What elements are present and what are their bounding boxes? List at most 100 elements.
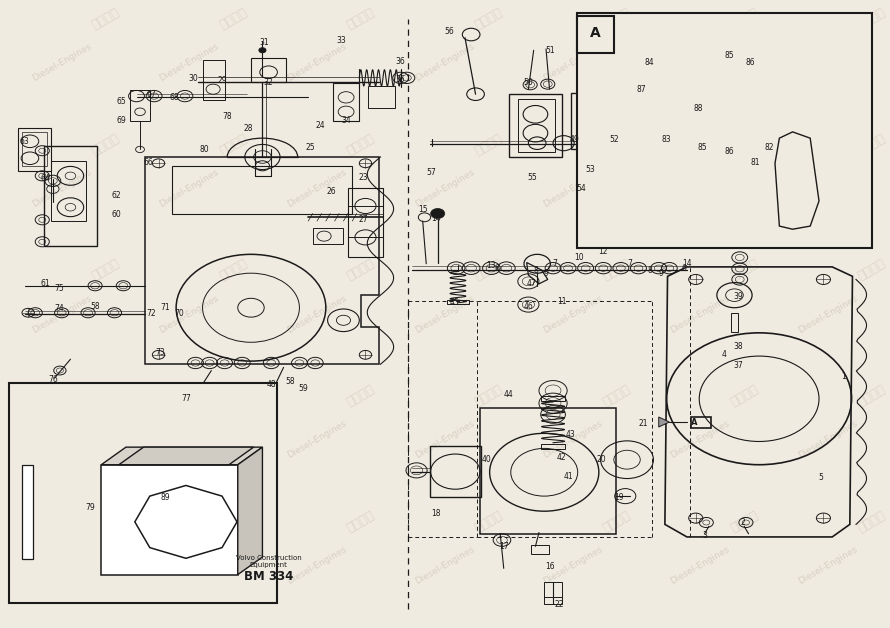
Text: 40: 40 xyxy=(481,455,491,464)
Text: Diesel-Engines: Diesel-Engines xyxy=(414,168,476,209)
Text: 47: 47 xyxy=(527,279,537,288)
Text: 51: 51 xyxy=(546,46,555,55)
Text: 32: 32 xyxy=(263,78,272,87)
Bar xyxy=(541,444,565,449)
Text: 柴发动力: 柴发动力 xyxy=(344,257,377,283)
Text: 26: 26 xyxy=(327,187,336,196)
Bar xyxy=(18,128,51,171)
Text: 5: 5 xyxy=(818,473,823,482)
Text: Diesel-Engines: Diesel-Engines xyxy=(797,168,859,209)
Text: Diesel-Engines: Diesel-Engines xyxy=(158,168,221,209)
Bar xyxy=(348,188,383,257)
Text: 19: 19 xyxy=(614,493,624,502)
Text: 80: 80 xyxy=(199,145,209,154)
Text: 61: 61 xyxy=(41,279,51,288)
Text: 39: 39 xyxy=(733,292,743,301)
Text: 75: 75 xyxy=(54,284,64,293)
Text: Diesel-Engines: Diesel-Engines xyxy=(286,419,348,460)
Text: 柴发动力: 柴发动力 xyxy=(728,508,760,534)
Text: 86: 86 xyxy=(746,58,755,67)
Text: 78: 78 xyxy=(222,112,232,121)
Text: Diesel-Engines: Diesel-Engines xyxy=(414,42,476,84)
Text: 77: 77 xyxy=(182,394,191,403)
Text: 72: 72 xyxy=(147,310,157,318)
Text: 柴发动力: 柴发动力 xyxy=(473,6,505,32)
Text: 8: 8 xyxy=(648,266,652,274)
Text: 柴发动力: 柴发动力 xyxy=(728,382,760,409)
Text: Diesel-Engines: Diesel-Engines xyxy=(541,168,603,209)
Text: 87: 87 xyxy=(636,85,646,94)
Text: 18: 18 xyxy=(431,509,441,518)
Bar xyxy=(570,93,608,149)
Text: 柴发动力: 柴发动力 xyxy=(855,382,888,409)
Text: 66: 66 xyxy=(143,158,153,166)
Text: 63: 63 xyxy=(20,137,29,146)
Polygon shape xyxy=(659,417,669,427)
Text: 14: 14 xyxy=(682,259,692,268)
Text: 57: 57 xyxy=(426,168,436,177)
Bar xyxy=(44,146,97,246)
Text: 21: 21 xyxy=(638,420,648,428)
Text: 86: 86 xyxy=(724,148,734,156)
Text: 2: 2 xyxy=(740,518,745,527)
Text: 10: 10 xyxy=(575,253,584,262)
Text: 36: 36 xyxy=(396,57,406,66)
Text: Diesel-Engines: Diesel-Engines xyxy=(797,293,859,335)
Text: 柴发动力: 柴发动力 xyxy=(728,131,760,158)
Bar xyxy=(577,13,872,248)
Text: 柴发动力: 柴发动力 xyxy=(600,508,633,534)
Text: 60: 60 xyxy=(111,210,121,219)
Text: 79: 79 xyxy=(85,503,94,512)
Text: 38: 38 xyxy=(733,342,743,351)
Text: Diesel-Engines: Diesel-Engines xyxy=(669,42,732,84)
Text: 62: 62 xyxy=(111,192,121,200)
Text: 16: 16 xyxy=(546,562,555,571)
Text: Diesel-Engines: Diesel-Engines xyxy=(30,293,93,335)
Text: Diesel-Engines: Diesel-Engines xyxy=(158,544,221,586)
Text: Diesel-Engines: Diesel-Engines xyxy=(30,42,93,84)
Text: 29: 29 xyxy=(218,76,228,85)
Text: 11: 11 xyxy=(557,297,567,306)
Text: 68: 68 xyxy=(170,93,179,102)
Text: 67: 67 xyxy=(147,90,157,99)
Bar xyxy=(480,408,617,534)
Text: Diesel-Engines: Diesel-Engines xyxy=(286,168,348,209)
Text: 88: 88 xyxy=(693,104,703,112)
Text: Diesel-Engines: Diesel-Engines xyxy=(286,544,348,586)
Polygon shape xyxy=(238,447,263,575)
Text: Diesel-Engines: Diesel-Engines xyxy=(286,293,348,335)
Text: 73: 73 xyxy=(156,349,166,357)
Text: 58: 58 xyxy=(90,302,100,311)
Text: 89: 89 xyxy=(161,493,170,502)
Text: Diesel-Engines: Diesel-Engines xyxy=(414,419,476,460)
Text: Diesel-Engines: Diesel-Engines xyxy=(797,544,859,586)
Text: 49: 49 xyxy=(570,135,579,144)
Text: 1: 1 xyxy=(841,372,846,381)
Bar xyxy=(448,300,468,304)
Text: 22: 22 xyxy=(554,600,564,609)
Text: 柴发动力: 柴发动力 xyxy=(728,6,760,32)
Text: 84: 84 xyxy=(644,58,654,67)
Text: 4: 4 xyxy=(722,350,726,359)
Text: 17: 17 xyxy=(499,542,508,551)
Text: Diesel-Engines: Diesel-Engines xyxy=(158,42,221,84)
Text: 柴发动力: 柴发动力 xyxy=(344,382,377,409)
Text: 70: 70 xyxy=(174,310,184,318)
Circle shape xyxy=(259,48,266,53)
Text: Volvo Construction: Volvo Construction xyxy=(236,555,302,561)
Text: 柴发动力: 柴发动力 xyxy=(600,6,633,32)
Bar xyxy=(22,465,33,559)
Text: 柴发动力: 柴发动力 xyxy=(855,131,888,158)
Text: Diesel-Engines: Diesel-Engines xyxy=(541,42,603,84)
Bar xyxy=(101,465,238,575)
Text: 柴发动力: 柴发动力 xyxy=(217,382,249,409)
Text: 柴发动力: 柴发动力 xyxy=(217,257,249,283)
Text: Diesel-Engines: Diesel-Engines xyxy=(286,42,348,84)
Text: Diesel-Engines: Diesel-Engines xyxy=(797,42,859,84)
Text: 柴发动力: 柴发动力 xyxy=(473,131,505,158)
Text: 柴发动力: 柴发动力 xyxy=(89,382,122,409)
Bar xyxy=(541,396,565,401)
Text: 柴发动力: 柴发动力 xyxy=(473,508,505,534)
Text: 柴发动力: 柴发动力 xyxy=(89,257,122,283)
Text: 柴发动力: 柴发动力 xyxy=(344,508,377,534)
